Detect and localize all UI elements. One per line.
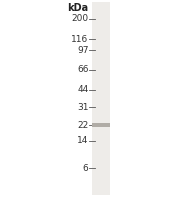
Text: kDa: kDa — [67, 3, 88, 13]
Text: 200: 200 — [71, 14, 88, 23]
Text: 31: 31 — [77, 103, 88, 112]
Text: 14: 14 — [77, 136, 88, 145]
Bar — [92, 123, 110, 127]
Text: 66: 66 — [77, 65, 88, 74]
Text: 22: 22 — [77, 121, 88, 130]
Bar — [92, 2, 110, 195]
Text: 97: 97 — [77, 46, 88, 55]
Text: 6: 6 — [83, 164, 88, 173]
Text: 44: 44 — [77, 85, 88, 94]
Text: 116: 116 — [71, 35, 88, 44]
